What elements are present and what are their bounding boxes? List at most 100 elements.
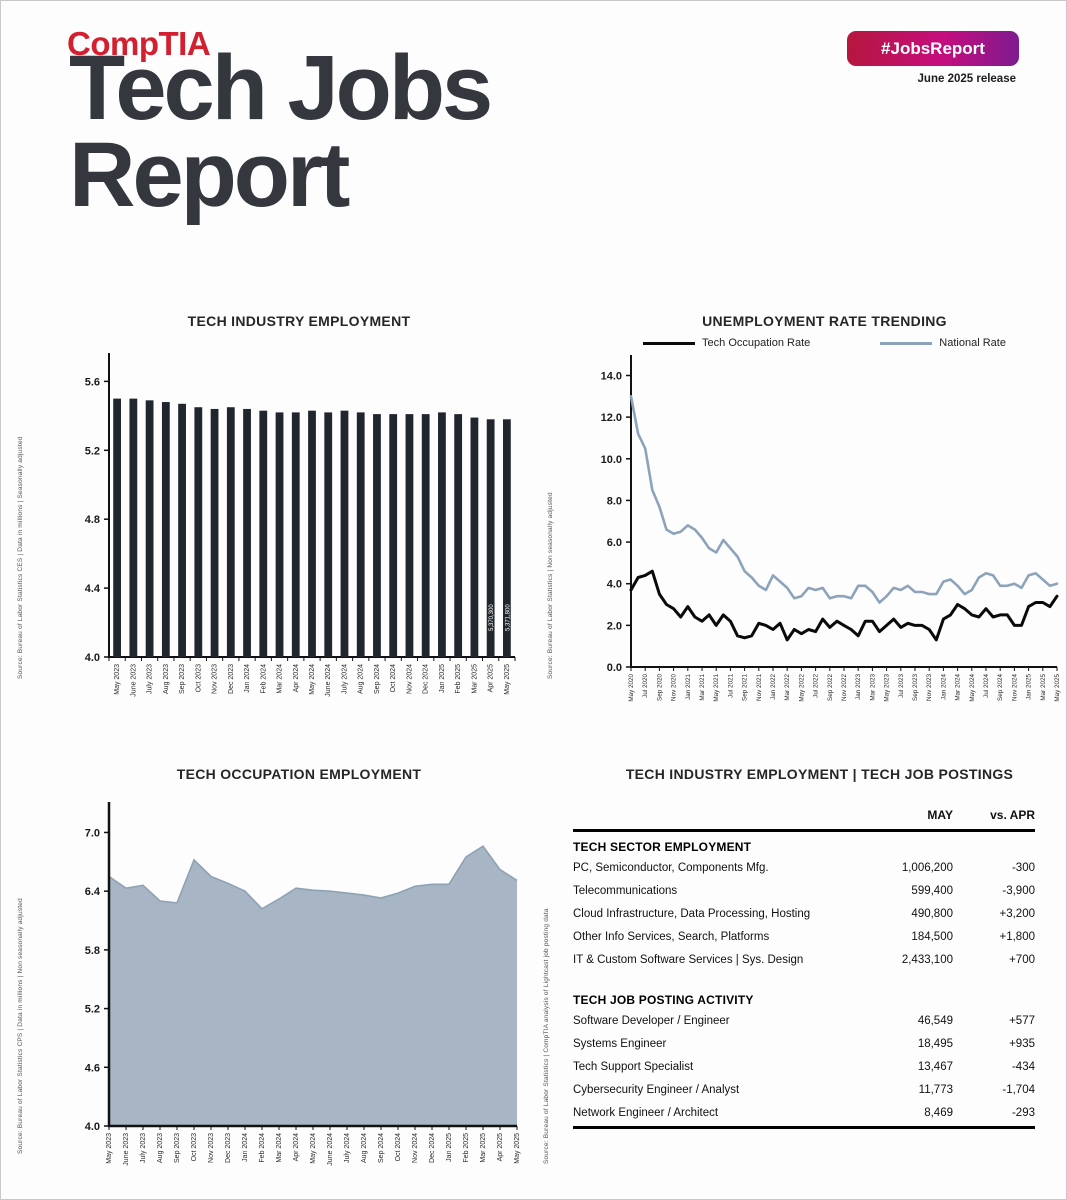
row-change-vs-apr: -300 (1011, 861, 1035, 874)
svg-text:May 2023: May 2023 (884, 674, 891, 702)
svg-text:Jan 2023: Jan 2023 (855, 674, 862, 700)
svg-text:Sep 2024: Sep 2024 (378, 1133, 385, 1163)
row-value-may: 1,006,200 (901, 861, 953, 874)
svg-text:Feb 2025: Feb 2025 (463, 1133, 470, 1163)
svg-text:Dec 2023: Dec 2023 (228, 664, 235, 694)
svg-text:Mar 2024: Mar 2024 (276, 1133, 283, 1163)
svg-text:8.0: 8.0 (607, 495, 622, 507)
svg-text:12.0: 12.0 (601, 412, 622, 424)
svg-text:Jan 2022: Jan 2022 (770, 674, 777, 700)
svg-text:Sep 2024: Sep 2024 (374, 664, 381, 694)
row-change-vs-apr: +1,800 (999, 930, 1036, 943)
svg-text:May 2020: May 2020 (628, 674, 635, 702)
row-value-may: 8,469 (924, 1106, 953, 1119)
release-date: June 2025 release (917, 73, 1016, 85)
row-change-vs-apr: -434 (1011, 1060, 1035, 1073)
table-row: Telecommunications 599,400 -3,900 (573, 879, 1035, 902)
svg-text:14.0: 14.0 (601, 370, 622, 382)
svg-text:Jul 2022: Jul 2022 (813, 674, 820, 698)
svg-text:Mar 2024: Mar 2024 (277, 664, 284, 694)
table-column-headers: MAY vs. APR (573, 808, 1035, 832)
svg-text:Aug 2024: Aug 2024 (361, 1133, 368, 1163)
report-title: Tech Jobs Report (69, 37, 493, 222)
table-row: IT & Custom Software Services | Sys. Des… (573, 948, 1035, 971)
chart-title-unemployment: UNEMPLOYMENT RATE TRENDING (702, 313, 947, 329)
svg-text:Mar 2022: Mar 2022 (784, 674, 791, 701)
svg-text:June 2024: June 2024 (325, 664, 332, 697)
svg-text:May 2025: May 2025 (504, 664, 511, 695)
svg-text:June 2024: June 2024 (327, 1133, 334, 1166)
row-change-vs-apr: -293 (1011, 1106, 1035, 1119)
svg-text:Jan 2024: Jan 2024 (940, 674, 947, 700)
svg-text:10.0: 10.0 (601, 454, 622, 466)
svg-text:Apr 2024: Apr 2024 (293, 1133, 300, 1162)
svg-text:Nov 2024: Nov 2024 (412, 1133, 419, 1163)
svg-text:5,371,800: 5,371,800 (505, 604, 511, 631)
source-caption-unemployment: Source: Bureau of Labor Statistics | Non… (547, 492, 554, 679)
svg-text:4.4: 4.4 (85, 583, 101, 595)
row-value-may: 599,400 (911, 884, 953, 897)
svg-text:Oct 2023: Oct 2023 (191, 1133, 198, 1162)
table-row: Other Info Services, Search, Platforms 18… (573, 925, 1035, 948)
svg-text:July 2024: July 2024 (344, 1133, 351, 1163)
row-change-vs-apr: -3,900 (1002, 884, 1035, 897)
svg-text:Nov 2020: Nov 2020 (671, 674, 678, 701)
report-title-line1: Tech Jobs (69, 37, 493, 139)
legend-label: National Rate (939, 337, 1006, 349)
line-chart-unemployment: 14.0 12.0 10.0 8.0 6.0 4.0 2.0 0.0 May 2020 Jul 2… (569, 349, 1066, 754)
row-label: Other Info Services, Search, Platforms (573, 930, 770, 943)
row-value-may: 490,800 (911, 907, 953, 920)
comptia-logo-text: CompTIA (67, 25, 211, 62)
svg-text:5,370,300: 5,370,300 (489, 604, 495, 631)
row-label: PC, Semiconductor, Components Mfg. (573, 861, 769, 874)
row-value-may: 46,549 (917, 1014, 953, 1027)
legend-label: Tech Occupation Rate (702, 337, 811, 349)
svg-text:Sep 2024: Sep 2024 (997, 674, 1004, 701)
panel-unemployment-rate: UNEMPLOYMENT RATE TRENDING Tech Occupati… (541, 299, 1066, 754)
svg-text:2.0: 2.0 (607, 620, 622, 632)
row-label: Systems Engineer (573, 1037, 667, 1050)
svg-text:6.0: 6.0 (607, 537, 622, 549)
svg-text:Mar 2025: Mar 2025 (480, 1133, 487, 1163)
svg-text:7.0: 7.0 (85, 827, 100, 839)
svg-text:Feb 2024: Feb 2024 (259, 1133, 266, 1163)
svg-text:July 2024: July 2024 (341, 664, 348, 694)
svg-text:4.0: 4.0 (85, 1121, 100, 1133)
svg-text:Mar 2021: Mar 2021 (699, 674, 706, 701)
table-title: TECH INDUSTRY EMPLOYMENT | TECH JOB POST… (625, 766, 1014, 782)
bar-chart-svg: 5.6 5.2 4.8 4.4 4.0 May 2023 June 2023 July 202… (85, 353, 516, 697)
row-change-vs-apr: +935 (1009, 1037, 1035, 1050)
svg-text:July 2023: July 2023 (140, 1133, 147, 1163)
svg-text:Sep 2023: Sep 2023 (912, 674, 919, 701)
report-header: CompTIA Tech Jobs Report #JobsReport Jun… (1, 1, 1066, 299)
svg-text:Sep 2021: Sep 2021 (742, 674, 749, 701)
svg-text:Jul 2024: Jul 2024 (983, 674, 990, 698)
line-chart-svg: 14.0 12.0 10.0 8.0 6.0 4.0 2.0 0.0 May 2020 Jul 2… (601, 355, 1061, 702)
row-label: IT & Custom Software Services | Sys. Des… (573, 953, 804, 966)
svg-text:Sep 2023: Sep 2023 (174, 1133, 181, 1163)
svg-text:Nov 2024: Nov 2024 (1011, 674, 1018, 701)
svg-text:Sep 2020: Sep 2020 (656, 674, 663, 701)
row-change-vs-apr: -1,704 (1002, 1083, 1035, 1096)
table-row: Cloud Infrastructure, Data Processing, H… (573, 902, 1035, 925)
table-row: Cybersecurity Engineer / Analyst 11,773 -1… (573, 1078, 1035, 1101)
svg-text:May 2023: May 2023 (114, 664, 121, 695)
table-row: Network Engineer / Architect 8,469 -293 (573, 1101, 1035, 1124)
svg-text:Jan 2024: Jan 2024 (244, 664, 251, 693)
svg-text:Dec 2024: Dec 2024 (423, 664, 430, 694)
legend-item-tech-occupation-rate: Tech Occupation Rate (643, 337, 810, 349)
table-section-header: TECH JOB POSTING ACTIVITY (573, 993, 754, 1007)
svg-text:5.6: 5.6 (85, 376, 100, 388)
svg-text:Feb 2025: Feb 2025 (455, 664, 462, 694)
bar-chart-tech-industry: 5.6 5.2 4.8 4.4 4.0 May 2023 June 2023 July 202… (43, 331, 541, 746)
svg-text:Aug 2023: Aug 2023 (163, 664, 170, 694)
svg-text:Oct 2024: Oct 2024 (395, 1133, 402, 1162)
svg-text:5.2: 5.2 (85, 1004, 100, 1016)
row-change-vs-apr: +3,200 (999, 907, 1036, 920)
svg-text:Jan 2025: Jan 2025 (1026, 674, 1033, 700)
svg-text:Nov 2023: Nov 2023 (926, 674, 933, 701)
svg-text:Mar 2024: Mar 2024 (955, 674, 962, 701)
svg-text:Mar 2023: Mar 2023 (869, 674, 876, 701)
panel-employment-postings-table: TECH INDUSTRY EMPLOYMENT | TECH JOB POST… (541, 754, 1066, 1199)
